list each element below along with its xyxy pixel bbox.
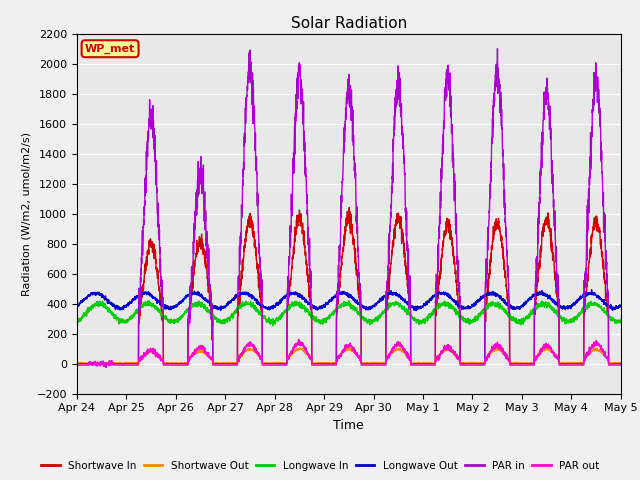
- PAR out: [617, 362, 625, 368]
- Shortwave In: [461, 361, 468, 367]
- Longwave Out: [354, 300, 362, 306]
- Longwave Out: [588, 287, 595, 293]
- PAR out: [107, 360, 115, 366]
- Line: Shortwave Out: Shortwave Out: [77, 348, 621, 364]
- PAR out: [102, 365, 110, 371]
- PAR in: [354, 223, 362, 229]
- Shortwave In: [609, 361, 616, 367]
- PAR in: [617, 361, 625, 367]
- Line: Shortwave In: Shortwave In: [77, 207, 621, 364]
- Shortwave In: [73, 361, 81, 367]
- PAR in: [461, 361, 468, 367]
- Longwave Out: [73, 303, 81, 309]
- Longwave In: [441, 303, 449, 309]
- Line: PAR out: PAR out: [77, 339, 621, 368]
- Shortwave Out: [298, 345, 305, 351]
- Shortwave In: [346, 204, 353, 210]
- Text: WP_met: WP_met: [85, 44, 135, 54]
- Shortwave Out: [354, 353, 362, 359]
- Shortwave Out: [373, 361, 381, 367]
- Shortwave Out: [107, 361, 115, 367]
- PAR in: [440, 100, 448, 106]
- Longwave Out: [617, 303, 625, 309]
- PAR out: [461, 362, 468, 368]
- Line: Longwave Out: Longwave Out: [77, 290, 621, 311]
- Shortwave In: [107, 361, 115, 367]
- Legend: Shortwave In, Shortwave Out, Longwave In, Longwave Out, PAR in, PAR out: Shortwave In, Shortwave Out, Longwave In…: [36, 456, 604, 475]
- Longwave In: [354, 312, 362, 317]
- PAR in: [73, 361, 81, 367]
- Shortwave Out: [461, 360, 468, 366]
- Shortwave In: [354, 282, 362, 288]
- Longwave In: [107, 309, 115, 314]
- Shortwave In: [441, 234, 449, 240]
- Longwave Out: [441, 292, 449, 298]
- Longwave Out: [609, 308, 616, 313]
- PAR out: [609, 362, 616, 368]
- Shortwave In: [373, 361, 381, 367]
- Shortwave In: [617, 361, 625, 367]
- Longwave In: [73, 318, 81, 324]
- PAR in: [107, 361, 115, 367]
- Longwave In: [617, 317, 625, 323]
- PAR out: [294, 336, 302, 342]
- X-axis label: Time: Time: [333, 419, 364, 432]
- Longwave In: [609, 317, 616, 323]
- Longwave Out: [461, 305, 468, 311]
- PAR out: [373, 362, 381, 368]
- Shortwave Out: [609, 361, 616, 367]
- Longwave In: [269, 323, 277, 328]
- PAR out: [354, 354, 362, 360]
- Longwave Out: [412, 308, 420, 313]
- Shortwave Out: [617, 360, 625, 366]
- Line: PAR in: PAR in: [77, 48, 621, 364]
- Y-axis label: Radiation (W/m2, umol/m2/s): Radiation (W/m2, umol/m2/s): [21, 132, 31, 296]
- PAR in: [609, 361, 616, 367]
- PAR in: [493, 46, 501, 51]
- Longwave In: [373, 315, 381, 321]
- PAR out: [73, 362, 81, 368]
- Shortwave Out: [441, 348, 449, 353]
- Line: Longwave In: Longwave In: [77, 301, 621, 325]
- Longwave Out: [372, 301, 380, 307]
- Longwave In: [461, 318, 468, 324]
- Shortwave Out: [73, 361, 81, 367]
- PAR out: [441, 347, 449, 352]
- Title: Solar Radiation: Solar Radiation: [291, 16, 407, 31]
- PAR in: [372, 361, 380, 367]
- Longwave In: [345, 298, 353, 304]
- Longwave Out: [107, 301, 115, 307]
